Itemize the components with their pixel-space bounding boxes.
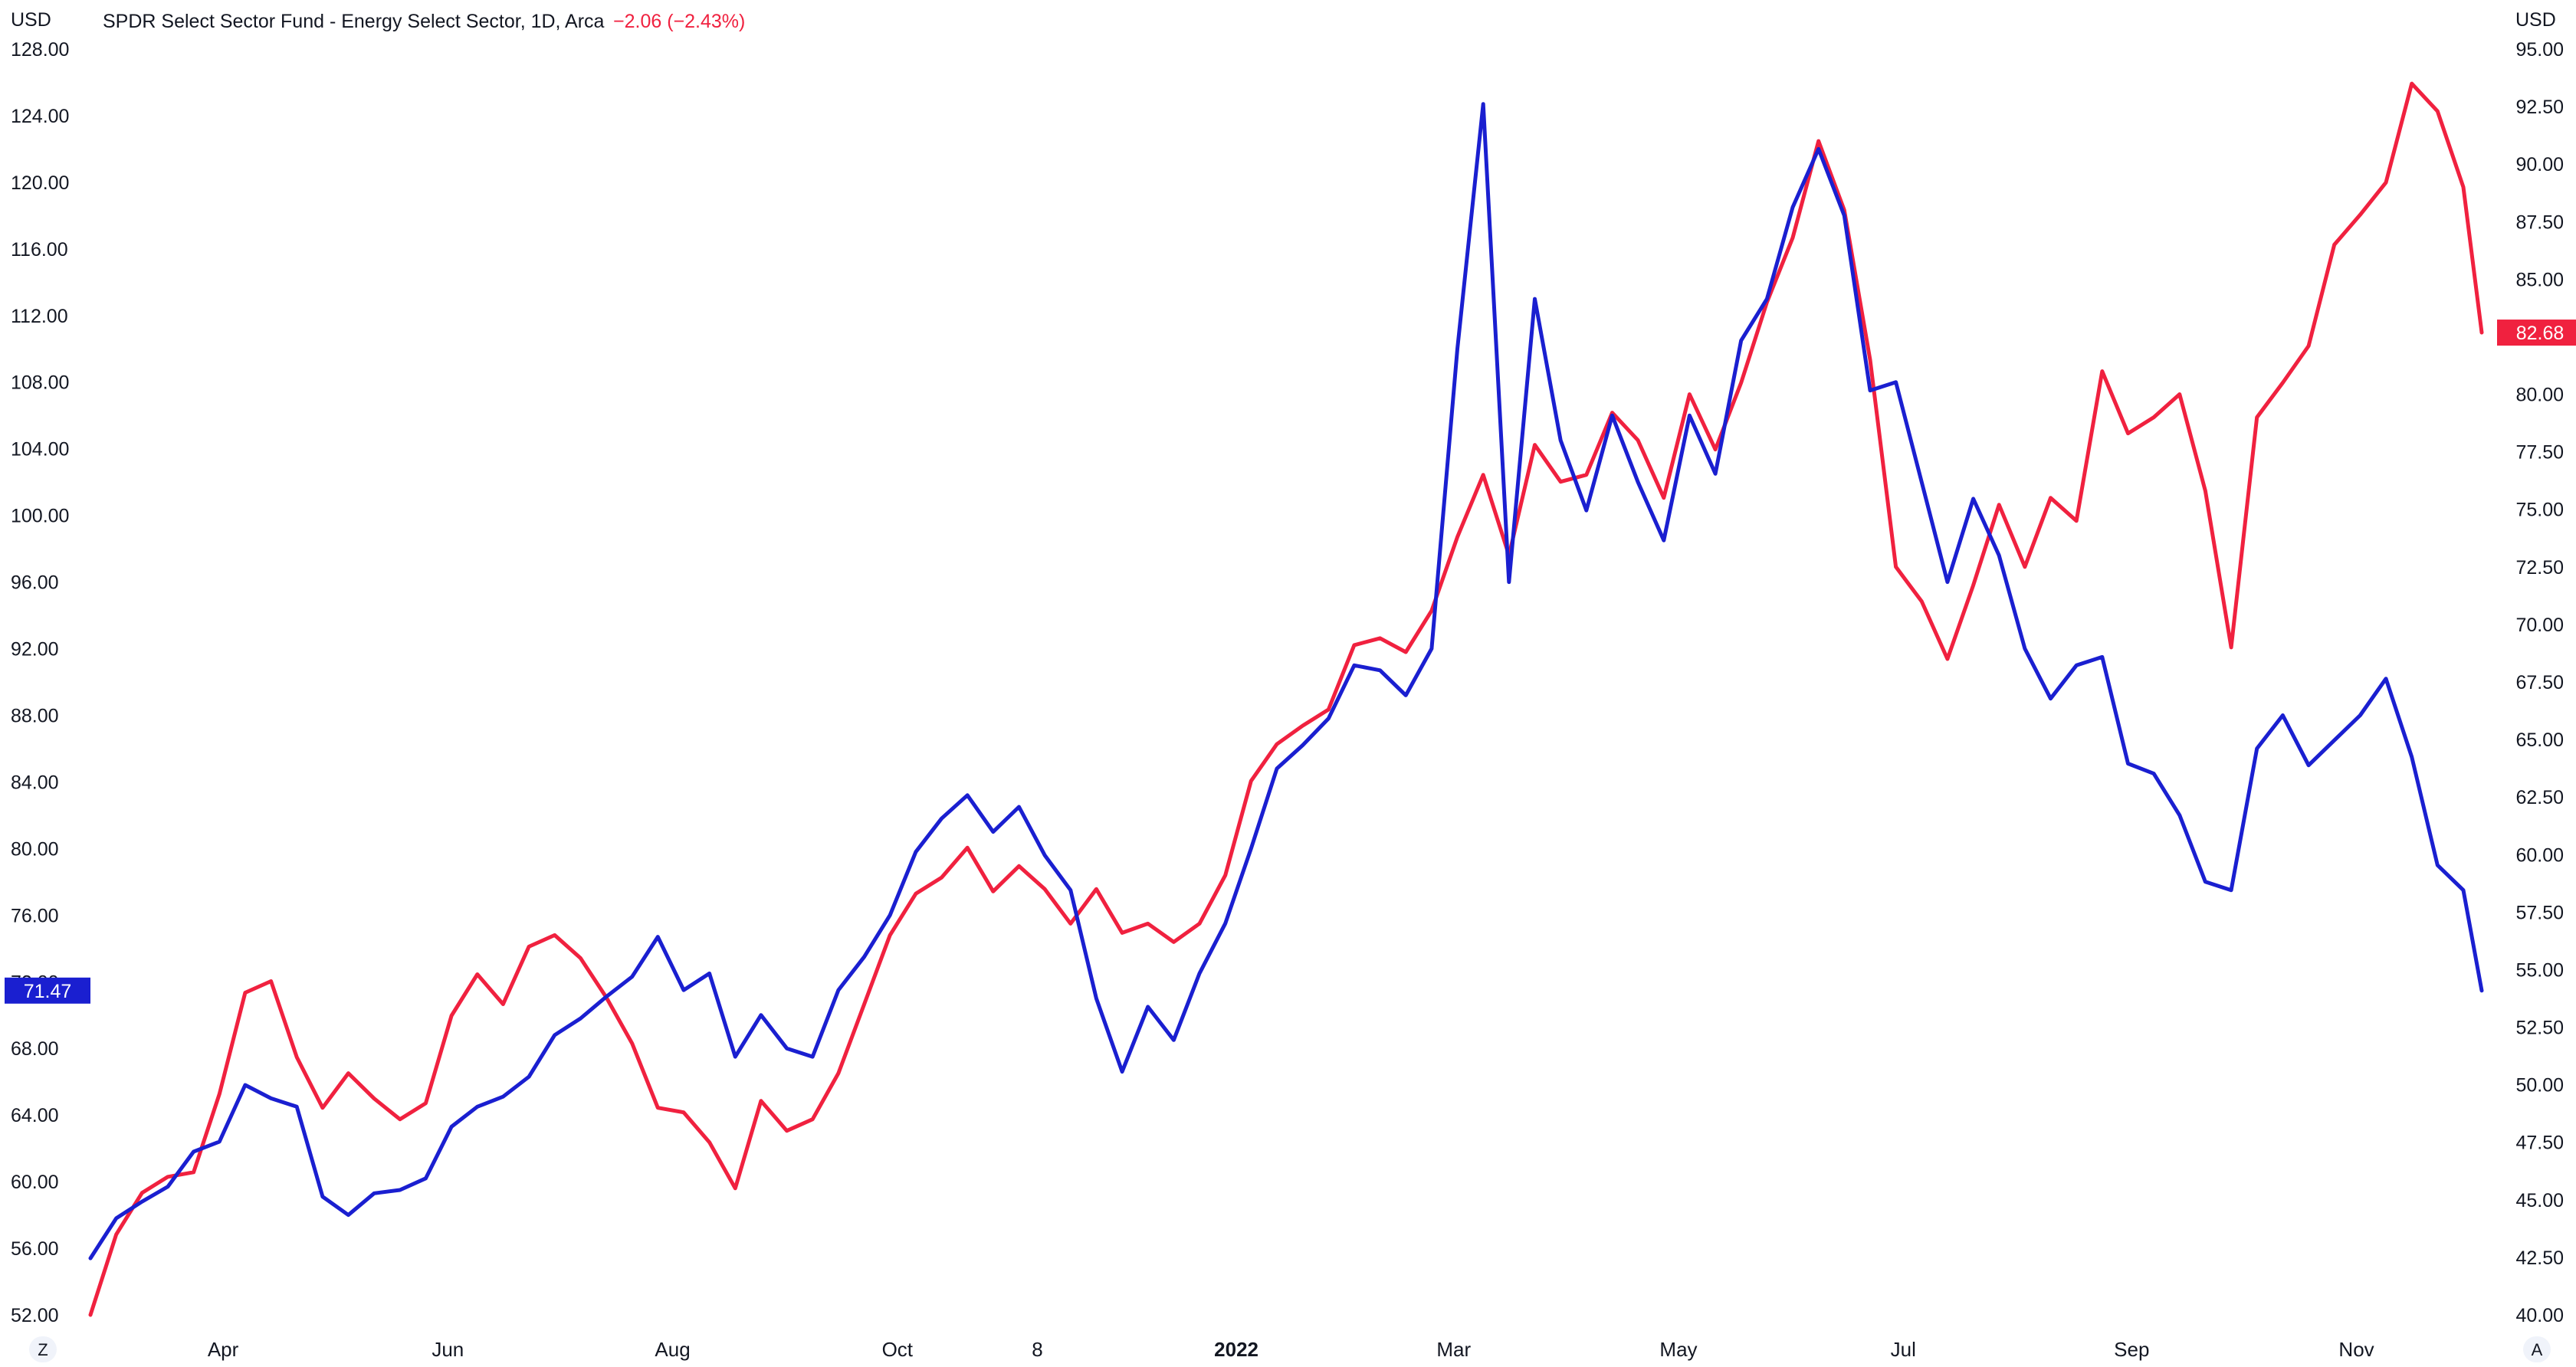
right-tick-label: 47.50 (2515, 1133, 2564, 1154)
last-value-badge (2497, 320, 2576, 346)
left-tick-label: 128.00 (11, 39, 69, 61)
left-tick-label: 68.00 (11, 1038, 59, 1060)
right-tick-label: 57.50 (2515, 902, 2564, 923)
right-tick-label: 55.00 (2515, 959, 2564, 981)
right-tick-label: 92.50 (2515, 97, 2564, 118)
x-tick-label: Jul (1891, 1338, 1916, 1361)
left-tick-label: 64.00 (11, 1105, 59, 1126)
x-tick-label: 8 (1032, 1338, 1042, 1361)
right-tick-label: 62.50 (2515, 787, 2564, 808)
last-value-badge (5, 977, 90, 1004)
zoom-button-label: Z (38, 1340, 48, 1359)
auto-scale-button-label: A (2532, 1340, 2543, 1359)
x-tick-label: Mar (1436, 1338, 1471, 1361)
right-tick-label: 45.00 (2515, 1190, 2564, 1211)
x-tick-label: May (1659, 1338, 1697, 1361)
x-tick-label: Nov (2338, 1338, 2374, 1361)
left-tick-label: 120.00 (11, 172, 69, 194)
right-tick-label: 87.50 (2515, 211, 2564, 233)
left-axis: 52.0056.0060.0064.0068.0072.0076.0080.00… (11, 39, 69, 1326)
right-tick-label: 40.00 (2515, 1305, 2564, 1326)
left-tick-label: 124.00 (11, 106, 69, 127)
last-value-label: 82.68 (2516, 323, 2565, 344)
left-tick-label: 84.00 (11, 772, 59, 793)
right-tick-label: 70.00 (2515, 615, 2564, 636)
right-tick-label: 85.00 (2515, 269, 2564, 290)
x-tick-label: Oct (882, 1338, 914, 1361)
symbol-title: SPDR Select Sector Fund - Energy Select … (103, 11, 605, 32)
left-tick-label: 116.00 (11, 239, 68, 261)
right-tick-label: 72.50 (2515, 557, 2564, 579)
left-tick-label: 100.00 (11, 506, 69, 527)
right-tick-label: 50.00 (2515, 1075, 2564, 1097)
left-tick-label: 108.00 (11, 372, 69, 394)
right-tick-label: 80.00 (2515, 385, 2564, 406)
left-tick-label: 60.00 (11, 1172, 59, 1193)
left-tick-label: 92.00 (11, 639, 59, 661)
right-tick-label: 95.00 (2515, 39, 2564, 61)
right-axis-unit: USD (2515, 9, 2556, 31)
last-value-label: 71.47 (24, 981, 72, 1002)
x-tick-label: Apr (208, 1338, 239, 1361)
left-tick-label: 52.00 (11, 1305, 59, 1326)
right-tick-label: 75.00 (2515, 500, 2564, 521)
left-tick-label: 80.00 (11, 838, 59, 860)
left-tick-label: 104.00 (11, 439, 69, 461)
left-tick-label: 112.00 (11, 306, 68, 327)
right-tick-label: 67.50 (2515, 672, 2564, 693)
zoom-button[interactable]: Z (29, 1336, 57, 1362)
right-tick-label: 42.50 (2515, 1247, 2564, 1269)
left-tick-label: 88.00 (11, 705, 59, 726)
left-tick-label: 56.00 (11, 1238, 59, 1260)
right-tick-label: 52.50 (2515, 1018, 2564, 1039)
x-tick-label: Aug (655, 1338, 690, 1361)
right-tick-label: 65.00 (2515, 729, 2564, 751)
right-tick-label: 90.00 (2515, 154, 2564, 175)
last-value-badges: 82.68 71.47 (5, 320, 2576, 1004)
series-layer (88, 81, 2484, 1317)
time-axis: Apr Jun Aug Oct 8 2022 Mar May Jul Sep Nov (208, 1338, 2374, 1361)
x-tick-label: Sep (2114, 1338, 2149, 1361)
right-axis: 40.00 42.50 45.00 47.50 50.00 52.50 55.00 57.50… (2515, 39, 2564, 1326)
right-tick-label: 77.50 (2515, 442, 2564, 464)
price-change: −2.06 (−2.43%) (613, 11, 745, 32)
series-line-1 (88, 81, 2484, 1317)
right-tick-label: 60.00 (2515, 844, 2564, 866)
left-tick-label: 96.00 (11, 572, 59, 594)
x-tick-label: Jun (432, 1338, 464, 1361)
left-tick-label: 76.00 (11, 905, 59, 926)
left-axis-unit: USD (11, 9, 51, 31)
series-line-2 (88, 102, 2484, 1260)
auto-scale-button[interactable]: A (2523, 1336, 2551, 1362)
x-tick-label: 2022 (1214, 1338, 1258, 1361)
